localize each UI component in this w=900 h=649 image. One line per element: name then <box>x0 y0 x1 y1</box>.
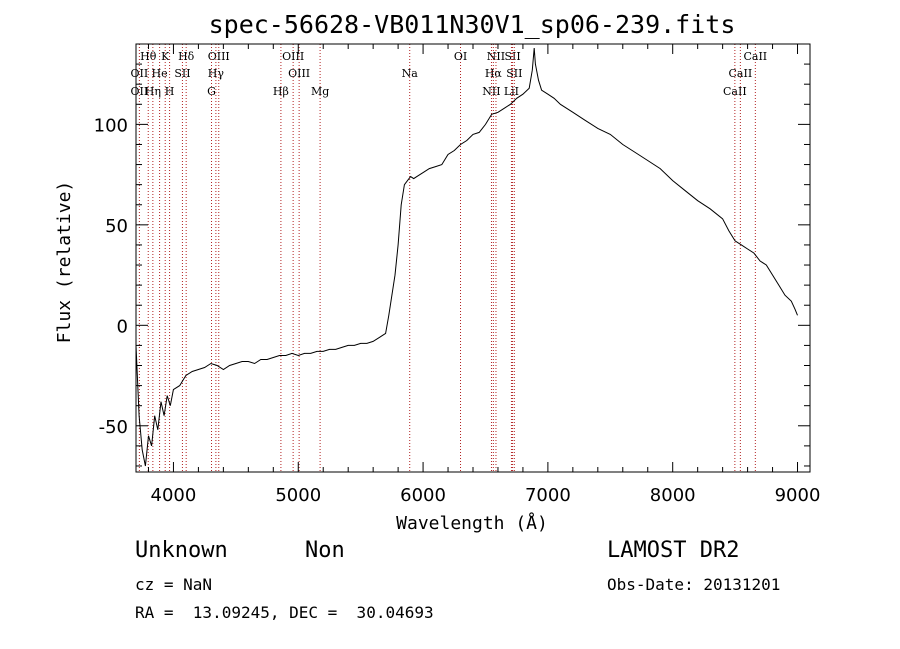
y-tick-label: 100 <box>94 115 128 136</box>
line-label: Hη <box>145 85 161 98</box>
x-tick-label: 9000 <box>775 485 821 506</box>
line-label: CaII <box>729 67 753 80</box>
coordinates-text: RA = 13.09245, DEC = 30.04693 <box>135 603 434 622</box>
line-label: Na <box>402 67 419 80</box>
line-label: NII <box>487 50 505 63</box>
y-axis: -50 0 50 100 <box>94 43 810 467</box>
object-subclass: Non <box>305 538 345 563</box>
x-axis: 4000 5000 6000 7000 8000 9000 <box>147 44 821 506</box>
line-label: Hδ <box>178 50 195 63</box>
plot-frame <box>135 43 811 473</box>
x-axis-label: Wavelength (Å) <box>396 512 548 534</box>
y-tick-label: -50 <box>99 417 128 438</box>
line-label: CaII <box>743 50 767 63</box>
line-label: OIII <box>208 50 230 63</box>
obs-date-text: Obs-Date: 20131201 <box>607 575 781 594</box>
y-tick-label: 50 <box>105 216 128 237</box>
line-label: LiI <box>504 85 519 98</box>
line-label: Hβ <box>273 85 289 98</box>
x-tick-label: 8000 <box>650 485 696 506</box>
line-label: G <box>207 85 216 98</box>
line-label: Hα <box>485 67 503 80</box>
line-label: NII <box>482 85 500 98</box>
line-label: He <box>152 67 168 80</box>
x-tick-label: 4000 <box>151 485 197 506</box>
line-label: Hθ <box>140 50 157 63</box>
line-label: CaII <box>723 85 747 98</box>
line-label: H <box>165 85 175 98</box>
redshift-text: cz = NaN <box>135 575 213 594</box>
line-label: OIII <box>282 50 304 63</box>
line-label: Mg <box>311 85 329 98</box>
line-label: SII <box>506 67 522 80</box>
y-tick-label: 0 <box>117 316 128 337</box>
spectrum-line <box>135 47 798 467</box>
line-label: Hγ <box>208 67 225 80</box>
line-label: K <box>161 50 170 63</box>
line-label: SII <box>174 67 190 80</box>
line-label: OI <box>454 50 467 63</box>
line-label: OII <box>131 85 149 98</box>
x-tick-label: 5000 <box>275 485 321 506</box>
chart-title: spec-56628-VB011N30V1_sp06-239.fits <box>209 10 736 39</box>
x-tick-label: 6000 <box>400 485 446 506</box>
line-label: OII <box>131 67 149 80</box>
x-tick-label: 7000 <box>525 485 571 506</box>
y-axis-label: Flux (relative) <box>54 181 75 344</box>
line-label: SII <box>504 50 520 63</box>
line-label: OIII <box>288 67 310 80</box>
object-class: Unknown <box>135 538 228 563</box>
survey-name: LAMOST DR2 <box>607 538 740 563</box>
